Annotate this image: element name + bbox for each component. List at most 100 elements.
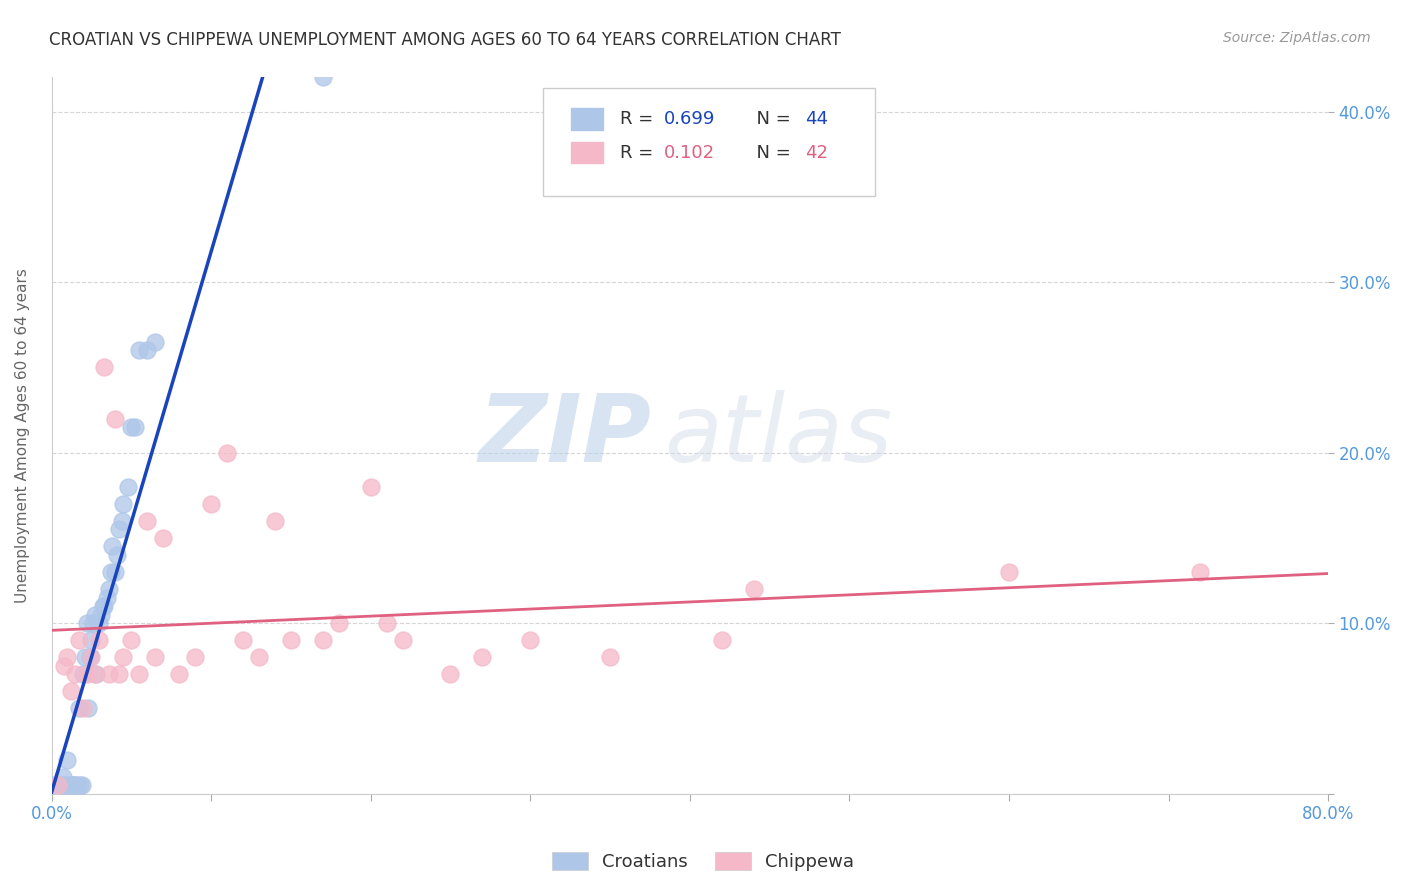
- Point: [98, 582, 121, 596]
- Point: [143, 334, 166, 349]
- Point: [112, 497, 135, 511]
- Point: [67, 701, 90, 715]
- Point: [184, 650, 207, 665]
- Point: [280, 633, 302, 648]
- Point: [42, 778, 65, 792]
- Text: 0.102: 0.102: [664, 145, 716, 162]
- Point: [46, 778, 69, 792]
- Point: [69, 778, 91, 792]
- Point: [73, 650, 96, 665]
- Point: [52, 770, 75, 784]
- Point: [107, 667, 129, 681]
- Legend: Croatians, Chippewa: Croatians, Chippewa: [544, 845, 862, 879]
- Point: [105, 548, 128, 562]
- Point: [79, 650, 101, 665]
- Point: [710, 633, 733, 648]
- Point: [96, 591, 118, 605]
- Text: N =: N =: [745, 110, 796, 128]
- Point: [72, 667, 94, 681]
- Point: [360, 480, 382, 494]
- Text: 44: 44: [804, 110, 828, 128]
- Point: [742, 582, 765, 596]
- Text: 42: 42: [804, 145, 828, 162]
- Point: [55, 778, 77, 792]
- Point: [167, 667, 190, 681]
- Point: [1189, 565, 1212, 579]
- Point: [66, 778, 89, 792]
- Point: [215, 445, 238, 459]
- Point: [90, 607, 112, 622]
- Point: [124, 420, 146, 434]
- Point: [104, 565, 127, 579]
- FancyBboxPatch shape: [543, 88, 875, 195]
- Point: [48, 778, 70, 792]
- Point: [93, 599, 115, 613]
- Point: [111, 514, 134, 528]
- Point: [56, 753, 79, 767]
- Point: [107, 522, 129, 536]
- Point: [82, 616, 104, 631]
- Text: atlas: atlas: [664, 390, 893, 481]
- Point: [128, 667, 150, 681]
- Point: [998, 565, 1021, 579]
- Point: [76, 667, 98, 681]
- Point: [89, 616, 111, 631]
- Point: [519, 633, 541, 648]
- Text: CROATIAN VS CHIPPEWA UNEMPLOYMENT AMONG AGES 60 TO 64 YEARS CORRELATION CHART: CROATIAN VS CHIPPEWA UNEMPLOYMENT AMONG …: [49, 31, 841, 49]
- Text: R =: R =: [620, 110, 658, 128]
- Point: [59, 684, 82, 698]
- Point: [53, 778, 76, 792]
- Point: [80, 633, 103, 648]
- Point: [89, 633, 111, 648]
- Point: [143, 650, 166, 665]
- Point: [65, 667, 87, 681]
- Text: R =: R =: [620, 145, 658, 162]
- Point: [312, 633, 335, 648]
- Point: [264, 514, 287, 528]
- Point: [200, 497, 222, 511]
- FancyBboxPatch shape: [571, 142, 603, 163]
- Point: [112, 650, 135, 665]
- Point: [53, 658, 76, 673]
- Point: [76, 616, 98, 631]
- Point: [136, 343, 159, 358]
- Point: [65, 778, 87, 792]
- Point: [83, 667, 105, 681]
- Point: [77, 701, 100, 715]
- Text: Source: ZipAtlas.com: Source: ZipAtlas.com: [1223, 31, 1371, 45]
- Point: [84, 667, 107, 681]
- Point: [58, 778, 80, 792]
- Point: [60, 778, 83, 792]
- Point: [83, 607, 105, 622]
- Point: [104, 411, 127, 425]
- Point: [328, 616, 350, 631]
- Point: [120, 420, 142, 434]
- Point: [136, 514, 159, 528]
- Point: [67, 633, 90, 648]
- Point: [63, 778, 86, 792]
- Point: [100, 565, 122, 579]
- Point: [439, 667, 461, 681]
- Text: 0.699: 0.699: [664, 110, 716, 128]
- Point: [375, 616, 398, 631]
- Point: [56, 650, 79, 665]
- Point: [70, 778, 93, 792]
- Point: [128, 343, 150, 358]
- Y-axis label: Unemployment Among Ages 60 to 64 years: Unemployment Among Ages 60 to 64 years: [15, 268, 30, 603]
- Point: [247, 650, 270, 665]
- Point: [120, 633, 142, 648]
- Point: [72, 701, 94, 715]
- FancyBboxPatch shape: [571, 108, 603, 129]
- Point: [91, 599, 114, 613]
- Point: [471, 650, 494, 665]
- Point: [59, 778, 82, 792]
- Text: N =: N =: [745, 145, 796, 162]
- Point: [93, 360, 115, 375]
- Point: [391, 633, 413, 648]
- Point: [232, 633, 254, 648]
- Point: [101, 540, 124, 554]
- Point: [117, 480, 139, 494]
- Point: [98, 667, 121, 681]
- Point: [80, 650, 103, 665]
- Point: [312, 70, 335, 85]
